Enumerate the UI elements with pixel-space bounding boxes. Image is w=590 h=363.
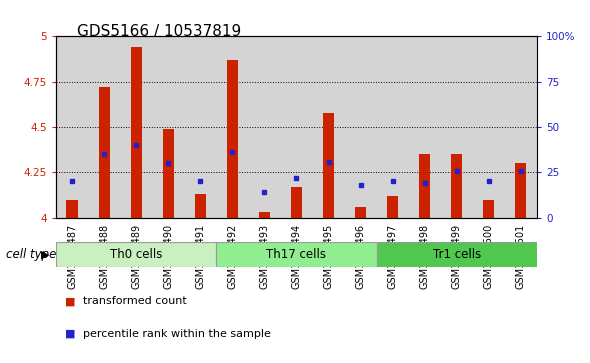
Bar — [376, 242, 537, 267]
Text: ■: ■ — [65, 296, 76, 306]
Bar — [505, 36, 537, 218]
Text: Th17 cells: Th17 cells — [267, 248, 326, 261]
Text: transformed count: transformed count — [83, 296, 186, 306]
Bar — [409, 36, 441, 218]
Bar — [451, 154, 463, 218]
Bar — [419, 154, 430, 218]
Bar — [515, 163, 526, 218]
Text: percentile rank within the sample: percentile rank within the sample — [83, 329, 270, 339]
Bar — [152, 36, 184, 218]
Bar — [163, 129, 174, 218]
Bar — [441, 36, 473, 218]
Text: cell type: cell type — [6, 248, 56, 261]
Bar — [217, 242, 376, 267]
Bar — [56, 36, 88, 218]
Bar — [67, 200, 78, 218]
Bar — [248, 36, 280, 218]
Text: GDS5166 / 10537819: GDS5166 / 10537819 — [77, 24, 241, 38]
Bar — [355, 207, 366, 218]
Bar — [376, 36, 409, 218]
Bar — [99, 87, 110, 218]
Text: Th0 cells: Th0 cells — [110, 248, 162, 261]
Bar — [56, 242, 217, 267]
Text: ■: ■ — [65, 329, 76, 339]
Bar — [313, 36, 345, 218]
Bar — [280, 36, 313, 218]
Bar — [195, 194, 206, 218]
Bar — [387, 196, 398, 218]
Bar — [227, 60, 238, 218]
Bar — [217, 36, 248, 218]
Bar — [291, 187, 302, 218]
Bar — [345, 36, 376, 218]
Bar — [323, 113, 334, 218]
Bar — [483, 200, 494, 218]
Bar — [130, 47, 142, 218]
Bar — [120, 36, 152, 218]
Text: ▶: ▶ — [41, 249, 49, 260]
Bar — [184, 36, 217, 218]
Bar — [88, 36, 120, 218]
Bar — [473, 36, 505, 218]
Text: Tr1 cells: Tr1 cells — [432, 248, 481, 261]
Bar — [259, 212, 270, 218]
